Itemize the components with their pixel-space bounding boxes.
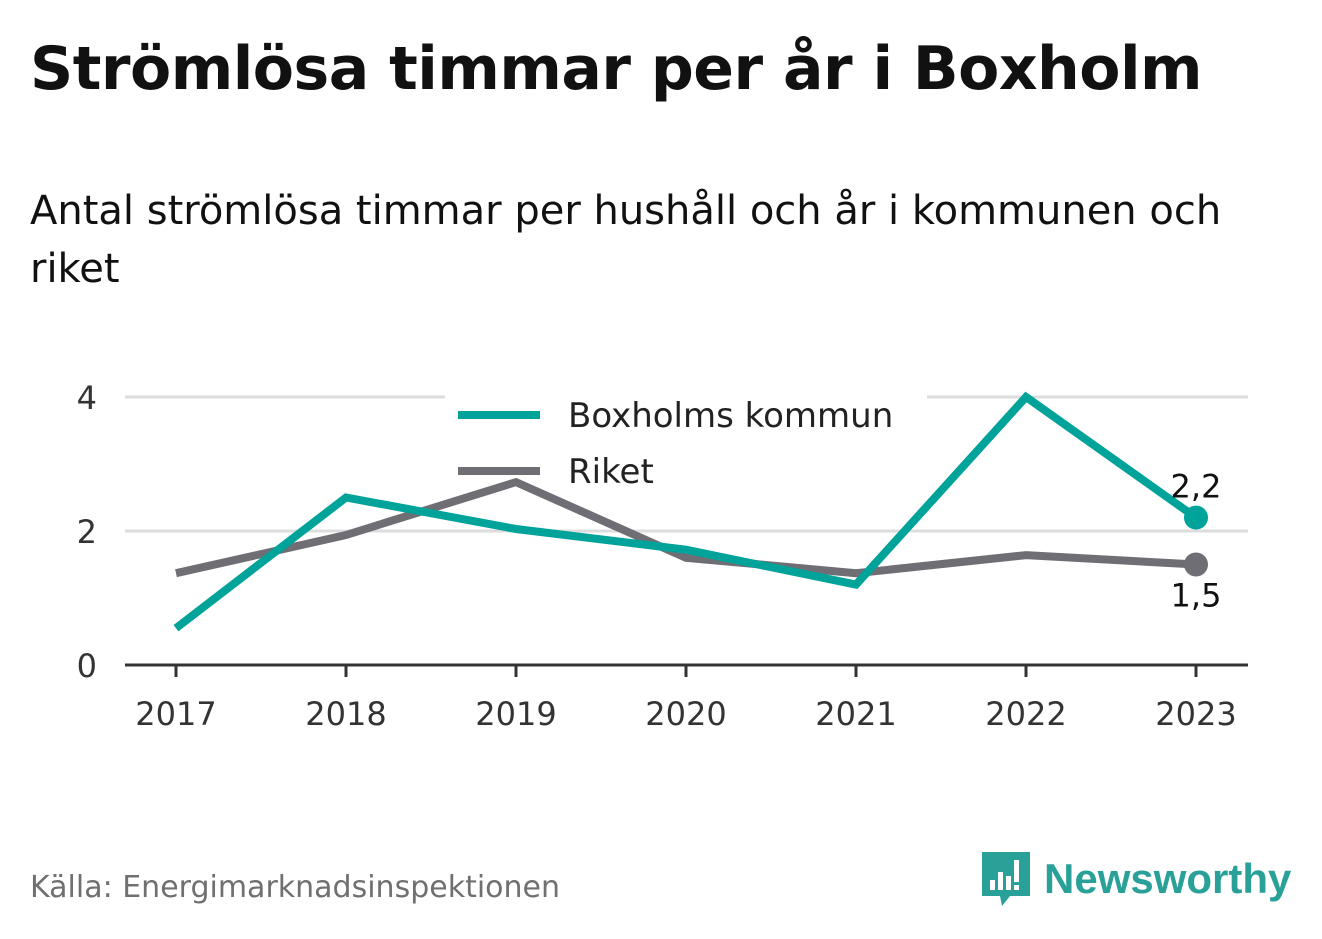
newsworthy-logo-icon [982, 852, 1030, 906]
legend: Boxholms kommun Riket [445, 385, 927, 495]
chart-subtitle: Antal strömlösa timmar per hushåll och å… [30, 188, 1222, 292]
x-tick-label: 2023 [1155, 695, 1236, 733]
legend-label: Riket [568, 452, 654, 492]
y-tick-label: 4 [77, 379, 97, 417]
series-end-point [1184, 505, 1208, 530]
source-note: Källa: Energimarknadsinspektionen [30, 870, 561, 905]
brand-name: Newsworthy [1044, 855, 1292, 902]
series-end-point [1184, 552, 1208, 577]
x-tick-label: 2018 [305, 695, 386, 733]
series-line [175, 477, 1197, 578]
data-label: 1,5 [1171, 577, 1222, 615]
x-tick-label: 2022 [985, 695, 1066, 733]
x-tick-label: 2021 [815, 695, 896, 733]
x-tick-label: 2017 [135, 695, 216, 733]
x-tick-label: 2019 [475, 695, 556, 733]
x-tick-label: 2020 [645, 695, 726, 733]
label-layer: 2,2 1,5 [1171, 468, 1222, 615]
series-layer [173, 391, 1208, 632]
series-line [173, 391, 1199, 632]
y-tick-label: 2 [77, 513, 97, 551]
chart-title: Strömlösa timmar per år i Boxholm [30, 34, 1203, 104]
data-label: 2,2 [1171, 468, 1222, 506]
x-axis: 2017 2018 2019 2020 2021 2022 2023 [125, 663, 1248, 733]
legend-label: Boxholms kommun [568, 396, 893, 436]
newsworthy-logo: Newsworthy [980, 850, 1291, 908]
y-tick-label: 0 [77, 647, 97, 685]
legend-background [445, 385, 927, 495]
